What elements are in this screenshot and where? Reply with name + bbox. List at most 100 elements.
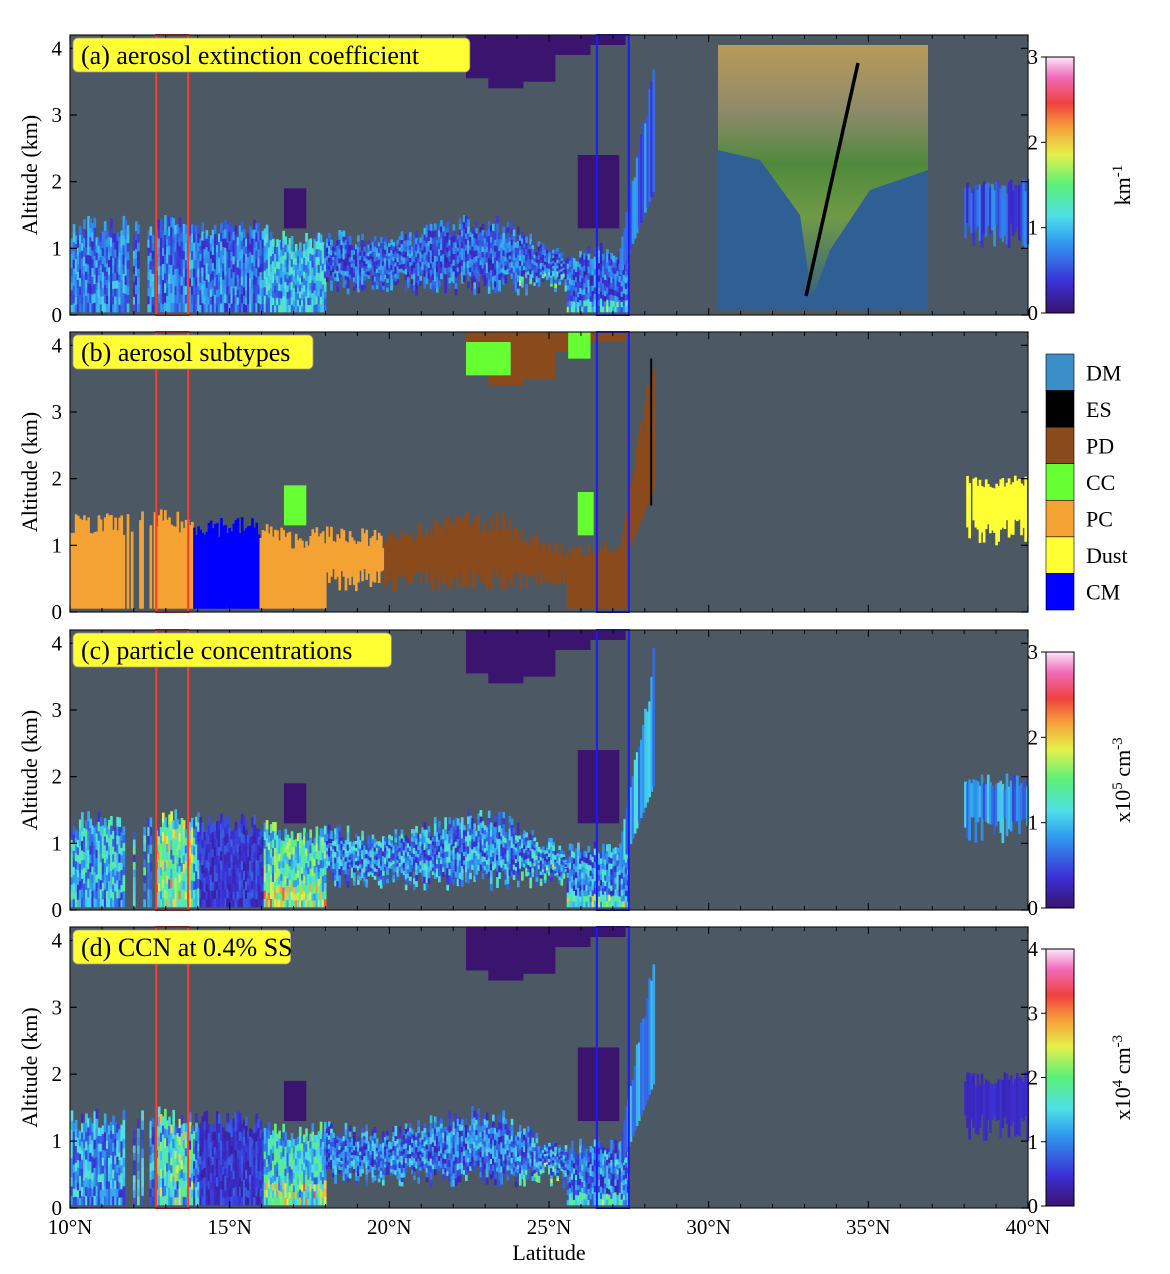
data-cell <box>87 282 90 294</box>
data-cell <box>332 274 335 279</box>
data-cell <box>95 267 99 276</box>
data-cell <box>993 190 996 247</box>
data-cell <box>205 254 209 264</box>
data-cell <box>321 256 325 264</box>
data-cell <box>114 264 117 274</box>
data-cell <box>122 244 126 255</box>
data-cell <box>97 282 101 291</box>
data-cell <box>585 305 589 313</box>
data-cell <box>566 268 570 275</box>
data-cell <box>554 257 557 263</box>
data-cell <box>203 303 207 313</box>
subtype-cell <box>625 511 629 557</box>
data-cell <box>558 262 562 267</box>
data-cell <box>494 262 497 270</box>
data-cell <box>209 857 213 867</box>
data-cell <box>122 254 126 265</box>
data-cell <box>251 303 254 313</box>
data-cell <box>240 275 244 286</box>
data-cell <box>450 263 454 269</box>
data-cell <box>429 275 433 283</box>
data-cell <box>344 279 348 285</box>
data-cell <box>512 253 516 261</box>
data-cell <box>361 278 364 285</box>
data-cell <box>558 278 562 283</box>
data-cell <box>431 273 435 280</box>
data-cell <box>74 281 78 290</box>
data-cell <box>143 866 146 876</box>
data-cell <box>365 866 369 871</box>
data-cell <box>408 240 412 246</box>
data-cell <box>298 270 302 278</box>
data-cell <box>259 876 263 885</box>
data-cell <box>93 264 97 275</box>
data-cell <box>103 871 107 881</box>
data-cell <box>581 254 584 262</box>
subtype-cell <box>431 536 435 592</box>
data-cell <box>280 276 283 285</box>
data-cell <box>168 860 171 871</box>
data-cell <box>315 240 319 250</box>
data-cell <box>118 870 122 881</box>
data-cell <box>413 853 416 861</box>
data-cell <box>81 897 84 908</box>
data-cell <box>367 251 371 257</box>
data-cell <box>288 245 292 254</box>
data-cell <box>388 258 391 263</box>
data-cell <box>352 272 356 278</box>
data-cell <box>620 285 624 292</box>
heatmap-cells <box>70 35 1030 313</box>
data-cell <box>184 898 188 908</box>
data-cell <box>614 256 618 264</box>
data-cell <box>427 235 431 242</box>
data-cell <box>296 833 300 842</box>
data-cell <box>406 260 410 267</box>
data-cell <box>618 305 622 313</box>
data-cell <box>357 860 360 866</box>
data-cell <box>265 846 269 856</box>
data-cell <box>533 278 537 283</box>
data-cell <box>431 261 435 269</box>
data-cell <box>602 294 605 301</box>
data-cell <box>83 246 86 257</box>
data-cell <box>521 243 524 250</box>
data-cell <box>147 263 151 272</box>
data-cell <box>417 248 420 254</box>
data-cell <box>149 286 153 296</box>
data-cell <box>147 287 151 297</box>
data-cell <box>477 245 481 253</box>
data-cell <box>305 884 308 893</box>
data-cell <box>560 271 564 275</box>
data-cell <box>373 850 377 856</box>
subtype-cell <box>415 536 418 572</box>
data-cell <box>276 856 279 865</box>
data-cell <box>286 856 290 865</box>
data-cell <box>290 258 294 267</box>
data-cell <box>218 898 221 908</box>
data-cell <box>286 298 290 306</box>
data-cell <box>328 851 331 857</box>
data-cell <box>172 283 176 294</box>
subtype-cell <box>357 541 360 583</box>
data-cell <box>500 272 503 277</box>
data-cell <box>263 278 267 288</box>
data-cell <box>247 848 250 857</box>
data-cell <box>78 828 82 838</box>
data-cell <box>247 256 250 265</box>
data-cell <box>352 276 356 282</box>
data-cell <box>257 859 261 869</box>
data-cell <box>307 268 310 277</box>
data-cell <box>338 855 342 863</box>
data-cell <box>456 262 460 268</box>
data-cell <box>442 258 445 264</box>
data-cell <box>218 272 221 282</box>
data-cell <box>510 250 514 257</box>
data-cell <box>201 302 205 313</box>
data-cell <box>355 265 358 271</box>
data-cell <box>97 304 101 313</box>
data-cell <box>168 878 171 889</box>
data-cell <box>421 853 425 860</box>
data-cell <box>323 304 327 313</box>
data-cell <box>986 182 990 226</box>
data-cell <box>234 294 238 304</box>
